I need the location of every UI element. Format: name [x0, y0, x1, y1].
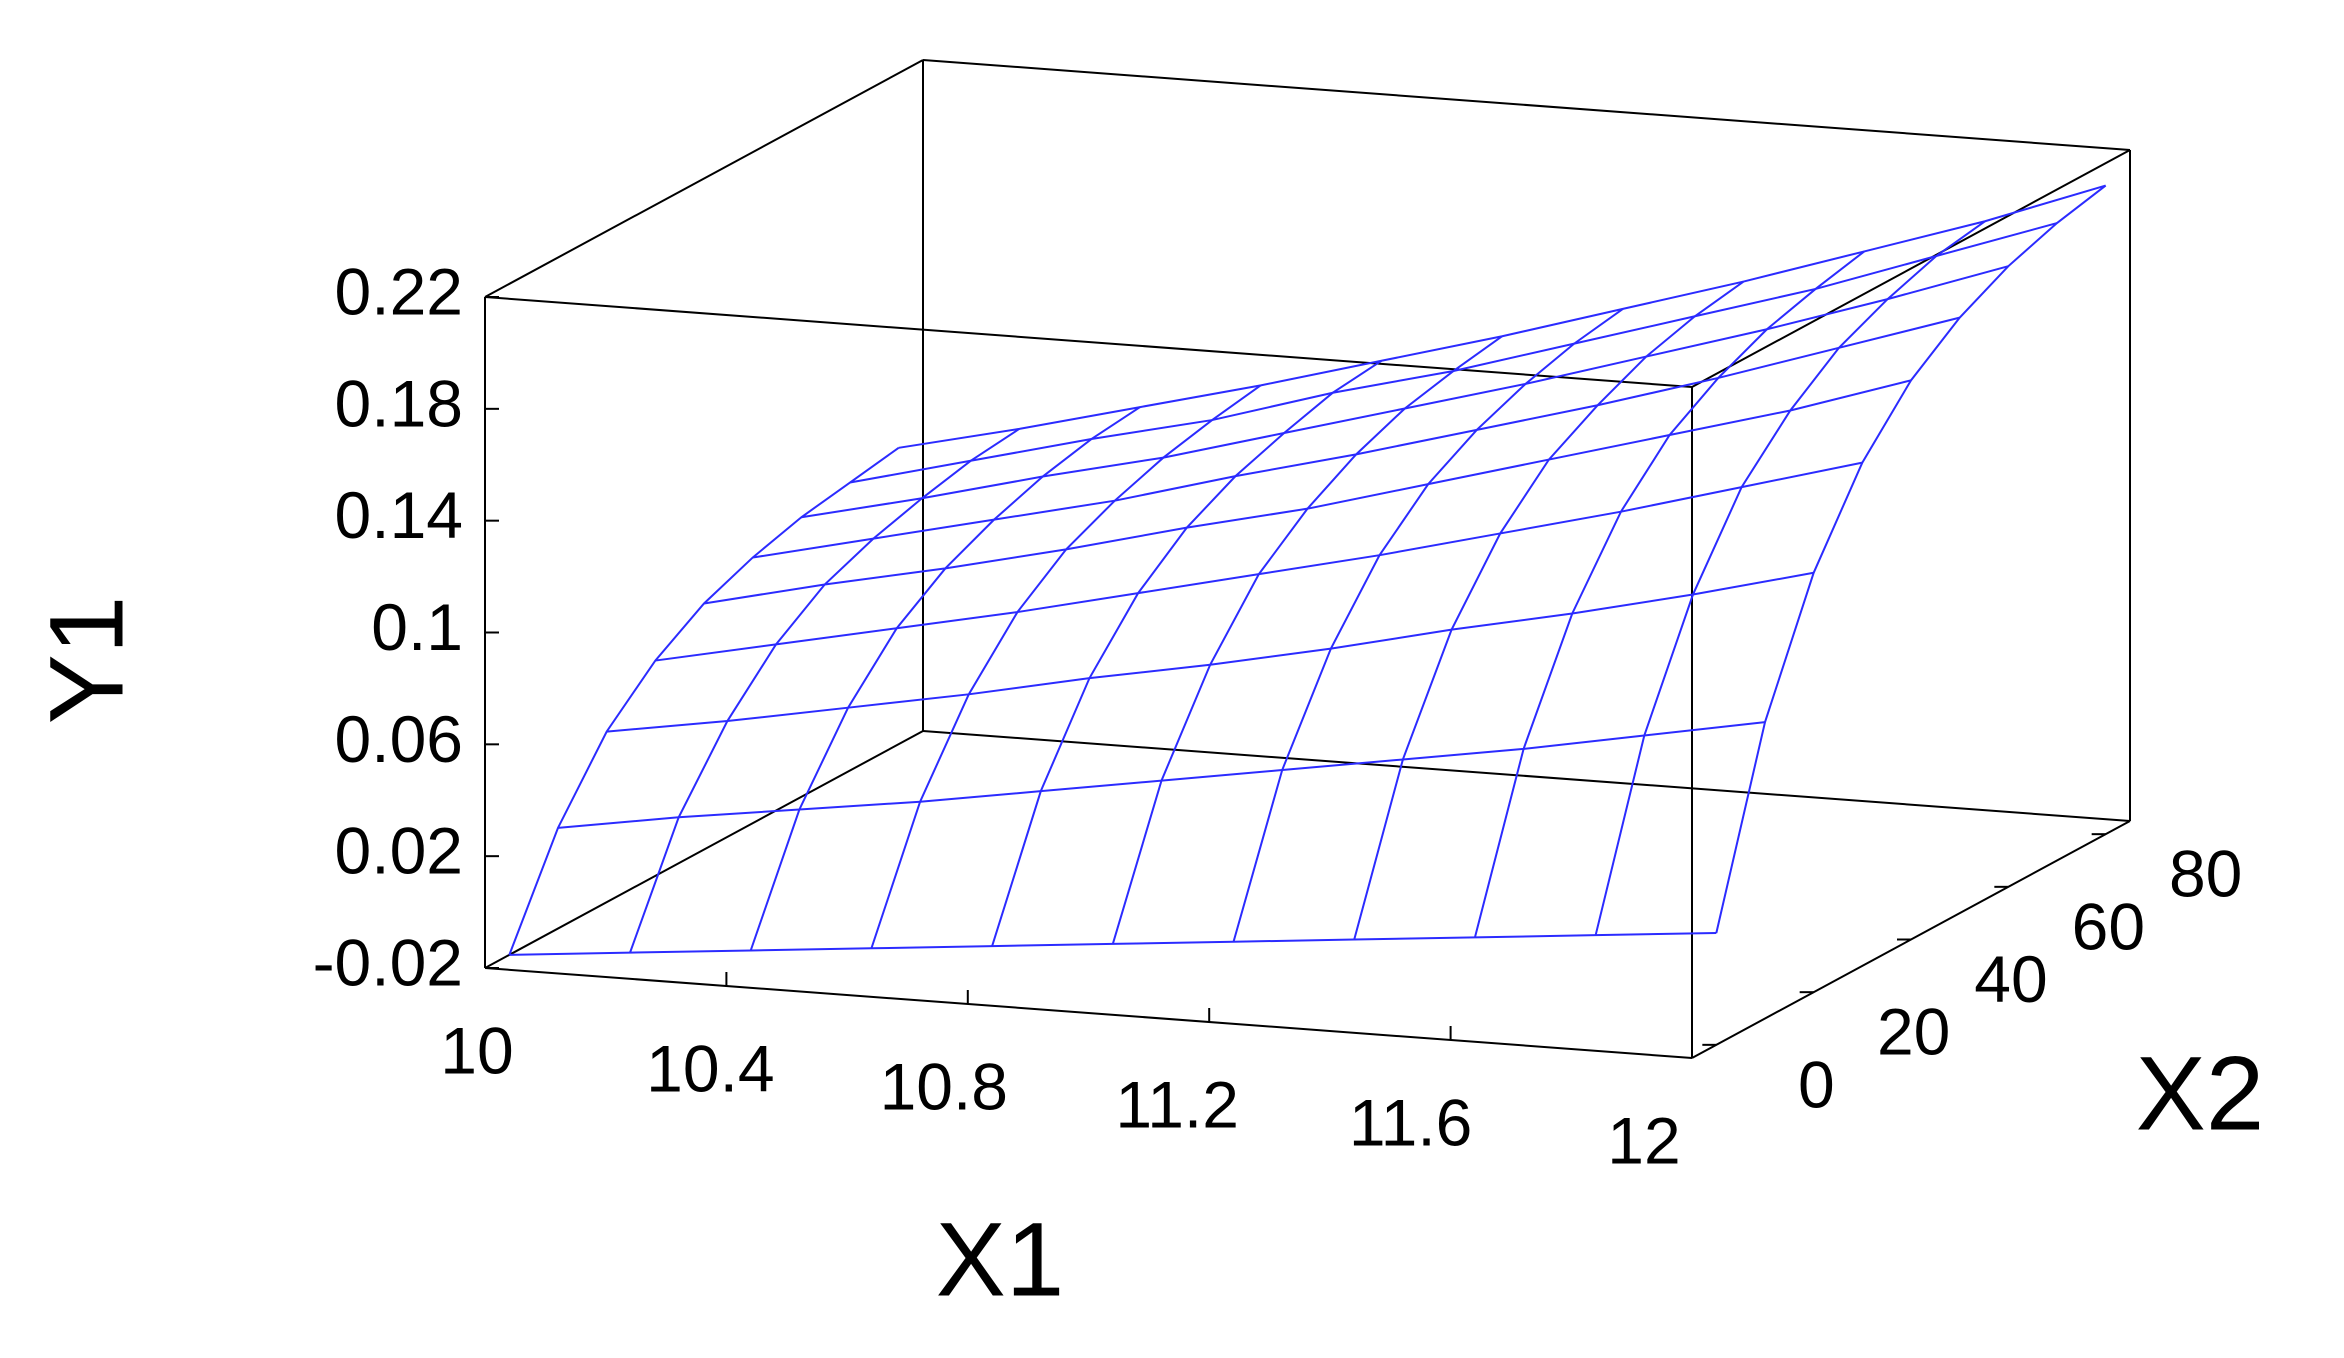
y-tick-label: 0.22: [335, 254, 463, 328]
surface-line: [629, 428, 1020, 953]
surface-line: [898, 184, 2106, 449]
surface-line: [849, 222, 2058, 484]
x2-tick-label: 80: [2169, 837, 2242, 911]
box-edge: [922, 59, 2131, 151]
box-edge: [484, 730, 924, 969]
x2-tick-label: 20: [1877, 995, 1950, 1069]
surface-line: [509, 932, 1717, 956]
y-tick-label: -0.02: [313, 925, 463, 999]
x-tick-label: 11.6: [1349, 1085, 1473, 1159]
surface-line: [1594, 220, 1986, 936]
surface-line: [801, 265, 2009, 519]
y-tick-label: 0.14: [335, 478, 463, 552]
x-tick-label: 10: [440, 1013, 513, 1087]
y-tick-label: 0.18: [335, 366, 463, 440]
y-axis-title: Y1: [29, 596, 146, 724]
surface-line: [991, 359, 1383, 947]
surface-line: [870, 384, 1262, 949]
box-edge: [484, 59, 924, 298]
surface-line: [1353, 280, 1745, 940]
x-tick-label: 11.2: [1115, 1067, 1239, 1141]
surface-line: [752, 316, 1960, 559]
surface-line: [557, 721, 1766, 829]
x2-tick-label: 40: [1974, 942, 2047, 1016]
box-edge: [484, 296, 1693, 388]
x-tick-label: 12: [1607, 1103, 1680, 1177]
x-tick-label: 10.8: [880, 1049, 1008, 1123]
box-edge: [484, 967, 1693, 1059]
x2-tick-label: 0: [1798, 1047, 1835, 1121]
surface-line: [508, 446, 900, 956]
x2-tick-label: 60: [2072, 889, 2145, 963]
surface-line: [703, 379, 1912, 605]
surface-line: [606, 571, 1814, 733]
y-tick-label: 0.02: [335, 814, 463, 888]
x2-axis-title: X2: [2136, 1036, 2264, 1153]
x-axis-title: X1: [936, 1202, 1064, 1319]
y-tick-label: 0.06: [335, 702, 463, 776]
surface-line: [655, 461, 1863, 662]
box-edge: [922, 730, 2131, 822]
box-edge: [1691, 149, 2131, 388]
y-tick-label: 0.1: [371, 590, 463, 664]
x-tick-label: 10.4: [646, 1031, 774, 1105]
